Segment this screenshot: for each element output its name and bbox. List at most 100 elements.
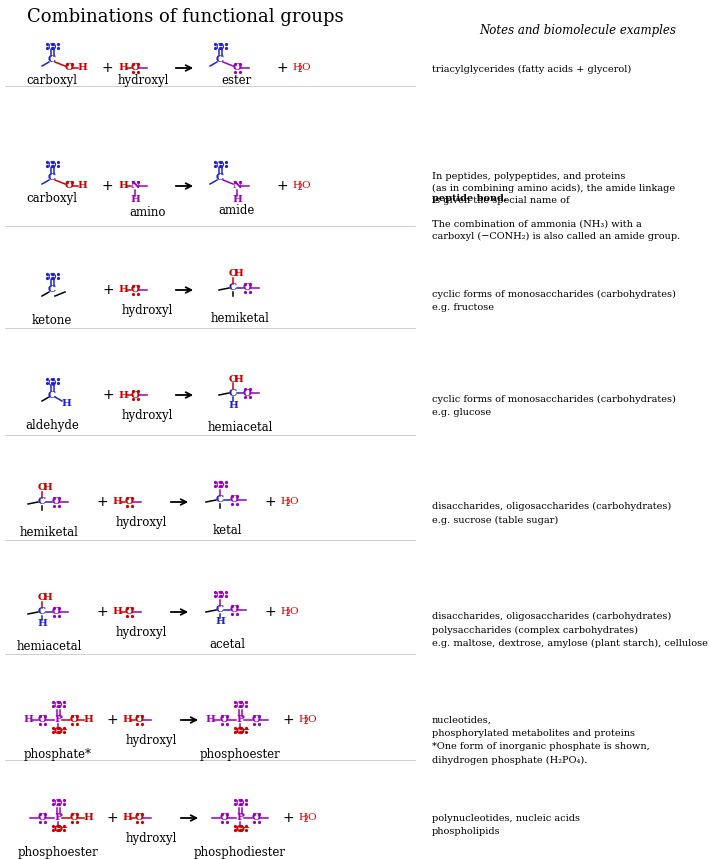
Text: O: O: [216, 482, 224, 490]
Text: hydroxyl: hydroxyl: [115, 626, 167, 639]
Text: 2: 2: [285, 500, 290, 508]
Text: O: O: [65, 64, 74, 72]
Text: +: +: [276, 61, 288, 75]
Text: +: +: [102, 179, 113, 193]
Text: O: O: [236, 702, 244, 710]
Text: C: C: [229, 389, 237, 397]
Text: H: H: [118, 64, 128, 72]
Text: hemiketal: hemiketal: [211, 312, 269, 325]
Text: phosphoester: phosphoester: [200, 748, 280, 761]
Text: H: H: [130, 195, 140, 205]
Text: C: C: [38, 607, 46, 617]
Text: C: C: [216, 495, 224, 505]
Text: −: −: [60, 727, 68, 735]
Text: acetal: acetal: [209, 638, 245, 651]
Text: O: O: [53, 826, 62, 834]
Text: +: +: [282, 811, 294, 825]
Text: +: +: [276, 179, 288, 193]
Text: N: N: [232, 181, 241, 191]
Text: O: O: [131, 390, 139, 400]
Text: O: O: [289, 607, 297, 617]
Text: O: O: [289, 497, 297, 507]
Text: H: H: [292, 64, 301, 72]
Text: O: O: [65, 181, 74, 191]
Text: H: H: [298, 814, 307, 822]
Text: +: +: [106, 713, 118, 727]
Text: H: H: [42, 593, 52, 603]
Text: O: O: [229, 374, 238, 384]
Text: O: O: [131, 64, 139, 72]
Text: hydroxyl: hydroxyl: [115, 516, 167, 529]
Text: O: O: [124, 497, 133, 507]
Text: O: O: [229, 605, 239, 615]
Text: O: O: [236, 826, 244, 834]
Text: P: P: [236, 814, 244, 822]
Text: H: H: [298, 716, 307, 724]
Text: O: O: [236, 728, 244, 736]
Text: cyclic forms of monosaccharides (carbohydrates)
e.g. glucose: cyclic forms of monosaccharides (carbohy…: [432, 395, 676, 417]
Text: phosphodiester: phosphodiester: [194, 846, 286, 859]
Text: triacylglycerides (fatty acids + glycerol): triacylglycerides (fatty acids + glycero…: [432, 65, 631, 74]
Text: −: −: [60, 825, 68, 833]
Text: O: O: [216, 162, 224, 170]
Text: polynucleotides, nucleic acids
phospholipids: polynucleotides, nucleic acids phospholi…: [432, 814, 580, 836]
Text: +: +: [102, 388, 114, 402]
Text: O: O: [38, 814, 46, 822]
Text: Combinations of functional groups: Combinations of functional groups: [27, 8, 344, 26]
Text: O: O: [52, 607, 60, 617]
Text: O: O: [131, 286, 139, 294]
Text: C: C: [216, 56, 224, 64]
Text: disaccharides, oligosaccharides (carbohydrates)
e.g. sucrose (table sugar): disaccharides, oligosaccharides (carbohy…: [432, 502, 671, 525]
Text: O: O: [38, 593, 46, 603]
Text: H: H: [61, 398, 71, 408]
Text: O: O: [38, 483, 46, 493]
Text: nucleotides,
phosphorylated metabolites and proteins
*One form of inorganic phos: nucleotides, phosphorylated metabolites …: [432, 716, 650, 765]
Text: O: O: [53, 728, 62, 736]
Text: H: H: [233, 269, 243, 279]
Text: In peptides, polypeptides, and proteins
(as in combining amino acids), the amide: In peptides, polypeptides, and proteins …: [432, 172, 675, 205]
Text: hemiacetal: hemiacetal: [16, 640, 82, 653]
Text: C: C: [48, 286, 56, 294]
Text: C: C: [216, 605, 224, 615]
Text: O: O: [232, 64, 241, 72]
Text: P: P: [236, 716, 244, 724]
Text: C: C: [38, 497, 46, 507]
Text: amide: amide: [219, 204, 255, 217]
Text: ketone: ketone: [32, 314, 72, 327]
Text: cyclic forms of monosaccharides (carbohydrates)
e.g. fructose: cyclic forms of monosaccharides (carbohy…: [432, 290, 676, 312]
Text: H: H: [292, 181, 301, 191]
Text: C: C: [48, 174, 56, 182]
Text: H: H: [280, 497, 289, 507]
Text: O: O: [229, 269, 238, 279]
Text: H: H: [228, 401, 238, 409]
Text: hydroxyl: hydroxyl: [125, 734, 177, 747]
Text: H: H: [37, 619, 47, 629]
Text: O: O: [301, 181, 310, 191]
Text: O: O: [307, 716, 316, 724]
Text: 2: 2: [297, 183, 302, 193]
Text: H: H: [112, 497, 122, 507]
Text: C: C: [216, 174, 224, 182]
Text: O: O: [251, 716, 261, 724]
Text: The combination of ammonia (NH₃) with a
carboxyl (−CONH₂) is also called an amid: The combination of ammonia (NH₃) with a …: [432, 208, 680, 241]
Text: O: O: [216, 592, 224, 600]
Text: P: P: [54, 716, 62, 724]
Text: O: O: [219, 716, 229, 724]
Text: H: H: [112, 607, 122, 617]
Text: O: O: [134, 716, 143, 724]
Text: +: +: [264, 495, 275, 509]
Text: H: H: [122, 716, 132, 724]
Text: 2: 2: [285, 610, 290, 618]
Text: H: H: [83, 814, 93, 822]
Text: +: +: [102, 283, 114, 297]
Text: C: C: [48, 390, 56, 400]
Text: O: O: [48, 378, 56, 388]
Text: H: H: [215, 617, 225, 626]
Text: −: −: [242, 825, 250, 833]
Text: +: +: [106, 811, 118, 825]
Text: H: H: [232, 195, 242, 205]
Text: disaccharides, oligosaccharides (carbohydrates)
polysaccharides (complex carbohy: disaccharides, oligosaccharides (carbohy…: [432, 612, 708, 648]
Text: +: +: [282, 713, 294, 727]
Text: O: O: [307, 814, 316, 822]
Text: 2: 2: [297, 65, 302, 75]
